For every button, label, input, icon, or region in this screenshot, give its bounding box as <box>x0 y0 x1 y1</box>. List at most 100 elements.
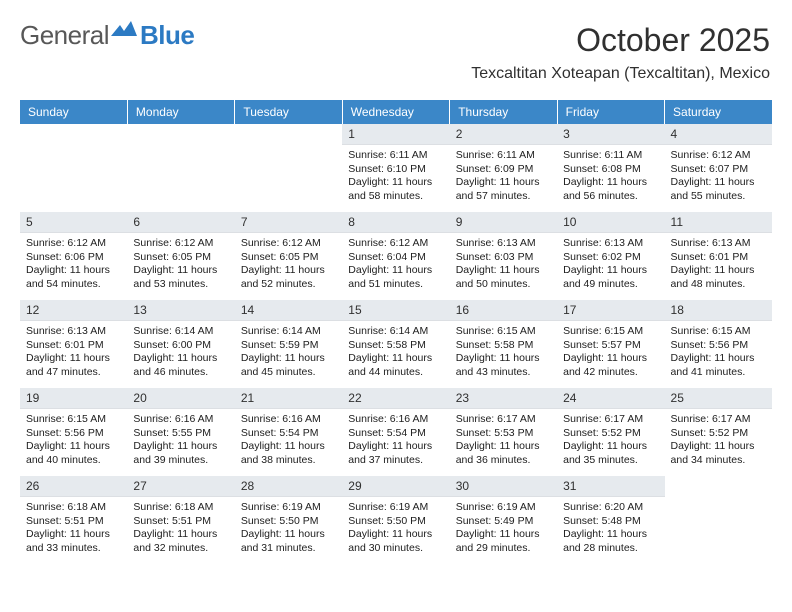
calendar-cell: 2Sunrise: 6:11 AMSunset: 6:09 PMDaylight… <box>450 124 557 212</box>
sunset-text: Sunset: 5:53 PM <box>456 427 552 441</box>
day-number: 2 <box>450 124 557 145</box>
daylight-text: Daylight: 11 hours and 29 minutes. <box>456 528 552 555</box>
day-detail: Sunrise: 6:18 AMSunset: 5:51 PMDaylight:… <box>127 497 234 560</box>
sunrise-text: Sunrise: 6:14 AM <box>348 325 444 339</box>
day-detail: Sunrise: 6:16 AMSunset: 5:54 PMDaylight:… <box>342 409 449 472</box>
day-number: 17 <box>557 300 664 321</box>
sunrise-text: Sunrise: 6:12 AM <box>241 237 337 251</box>
sunset-text: Sunset: 5:51 PM <box>133 515 229 529</box>
calendar-cell: 21Sunrise: 6:16 AMSunset: 5:54 PMDayligh… <box>235 388 342 476</box>
daylight-text: Daylight: 11 hours and 30 minutes. <box>348 528 444 555</box>
sunset-text: Sunset: 5:50 PM <box>348 515 444 529</box>
sunrise-text: Sunrise: 6:13 AM <box>671 237 767 251</box>
day-detail: Sunrise: 6:13 AMSunset: 6:03 PMDaylight:… <box>450 233 557 296</box>
day-number: 30 <box>450 476 557 497</box>
day-number: 25 <box>665 388 772 409</box>
day-detail: Sunrise: 6:17 AMSunset: 5:52 PMDaylight:… <box>665 409 772 472</box>
calendar-cell: 19Sunrise: 6:15 AMSunset: 5:56 PMDayligh… <box>20 388 127 476</box>
day-detail: Sunrise: 6:13 AMSunset: 6:01 PMDaylight:… <box>665 233 772 296</box>
location: Texcaltitan Xoteapan (Texcaltitan), Mexi… <box>471 65 770 83</box>
sunset-text: Sunset: 5:54 PM <box>348 427 444 441</box>
calendar-cell: 8Sunrise: 6:12 AMSunset: 6:04 PMDaylight… <box>342 212 449 300</box>
day-detail: Sunrise: 6:11 AMSunset: 6:10 PMDaylight:… <box>342 145 449 208</box>
daylight-text: Daylight: 11 hours and 33 minutes. <box>26 528 122 555</box>
calendar-body: 1Sunrise: 6:11 AMSunset: 6:10 PMDaylight… <box>20 124 772 564</box>
calendar-cell: 22Sunrise: 6:16 AMSunset: 5:54 PMDayligh… <box>342 388 449 476</box>
day-detail: Sunrise: 6:12 AMSunset: 6:05 PMDaylight:… <box>127 233 234 296</box>
day-detail: Sunrise: 6:14 AMSunset: 6:00 PMDaylight:… <box>127 321 234 384</box>
day-number: 19 <box>20 388 127 409</box>
daylight-text: Daylight: 11 hours and 43 minutes. <box>456 352 552 379</box>
calendar-table: SundayMondayTuesdayWednesdayThursdayFrid… <box>20 100 772 564</box>
day-number: 4 <box>665 124 772 145</box>
day-header: Tuesday <box>235 100 342 124</box>
calendar-cell: 6Sunrise: 6:12 AMSunset: 6:05 PMDaylight… <box>127 212 234 300</box>
calendar-cell: 31Sunrise: 6:20 AMSunset: 5:48 PMDayligh… <box>557 476 664 564</box>
day-detail: Sunrise: 6:17 AMSunset: 5:53 PMDaylight:… <box>450 409 557 472</box>
calendar-cell: 20Sunrise: 6:16 AMSunset: 5:55 PMDayligh… <box>127 388 234 476</box>
day-number: 5 <box>20 212 127 233</box>
sunrise-text: Sunrise: 6:18 AM <box>26 501 122 515</box>
calendar-cell: 12Sunrise: 6:13 AMSunset: 6:01 PMDayligh… <box>20 300 127 388</box>
calendar-cell: 30Sunrise: 6:19 AMSunset: 5:49 PMDayligh… <box>450 476 557 564</box>
month-title: October 2025 <box>471 22 770 59</box>
sunset-text: Sunset: 5:57 PM <box>563 339 659 353</box>
day-detail: Sunrise: 6:19 AMSunset: 5:50 PMDaylight:… <box>235 497 342 560</box>
calendar-page: General Blue October 2025 Texcaltitan Xo… <box>0 0 792 564</box>
day-detail: Sunrise: 6:14 AMSunset: 5:59 PMDaylight:… <box>235 321 342 384</box>
daylight-text: Daylight: 11 hours and 34 minutes. <box>671 440 767 467</box>
logo-text-general: General <box>20 20 109 51</box>
calendar-cell: 7Sunrise: 6:12 AMSunset: 6:05 PMDaylight… <box>235 212 342 300</box>
calendar-cell: 1Sunrise: 6:11 AMSunset: 6:10 PMDaylight… <box>342 124 449 212</box>
daylight-text: Daylight: 11 hours and 39 minutes. <box>133 440 229 467</box>
sunset-text: Sunset: 5:49 PM <box>456 515 552 529</box>
day-number: 18 <box>665 300 772 321</box>
day-detail: Sunrise: 6:15 AMSunset: 5:58 PMDaylight:… <box>450 321 557 384</box>
day-detail: Sunrise: 6:17 AMSunset: 5:52 PMDaylight:… <box>557 409 664 472</box>
daylight-text: Daylight: 11 hours and 42 minutes. <box>563 352 659 379</box>
calendar-cell: 5Sunrise: 6:12 AMSunset: 6:06 PMDaylight… <box>20 212 127 300</box>
sunrise-text: Sunrise: 6:12 AM <box>133 237 229 251</box>
sunset-text: Sunset: 5:55 PM <box>133 427 229 441</box>
sunset-text: Sunset: 5:58 PM <box>456 339 552 353</box>
calendar-cell <box>127 124 234 212</box>
sunrise-text: Sunrise: 6:12 AM <box>671 149 767 163</box>
day-number: 31 <box>557 476 664 497</box>
day-header: Friday <box>557 100 664 124</box>
daylight-text: Daylight: 11 hours and 44 minutes. <box>348 352 444 379</box>
day-number: 7 <box>235 212 342 233</box>
daylight-text: Daylight: 11 hours and 48 minutes. <box>671 264 767 291</box>
sunset-text: Sunset: 5:54 PM <box>241 427 337 441</box>
calendar-cell: 29Sunrise: 6:19 AMSunset: 5:50 PMDayligh… <box>342 476 449 564</box>
calendar-cell: 10Sunrise: 6:13 AMSunset: 6:02 PMDayligh… <box>557 212 664 300</box>
calendar-cell: 9Sunrise: 6:13 AMSunset: 6:03 PMDaylight… <box>450 212 557 300</box>
day-number: 21 <box>235 388 342 409</box>
day-header: Sunday <box>20 100 127 124</box>
daylight-text: Daylight: 11 hours and 54 minutes. <box>26 264 122 291</box>
sunset-text: Sunset: 6:05 PM <box>241 251 337 265</box>
sunset-text: Sunset: 5:59 PM <box>241 339 337 353</box>
sunset-text: Sunset: 6:05 PM <box>133 251 229 265</box>
sunrise-text: Sunrise: 6:15 AM <box>671 325 767 339</box>
daylight-text: Daylight: 11 hours and 49 minutes. <box>563 264 659 291</box>
day-number: 1 <box>342 124 449 145</box>
sunrise-text: Sunrise: 6:14 AM <box>133 325 229 339</box>
day-number: 3 <box>557 124 664 145</box>
calendar-week: 26Sunrise: 6:18 AMSunset: 5:51 PMDayligh… <box>20 476 772 564</box>
sunset-text: Sunset: 5:56 PM <box>671 339 767 353</box>
calendar-week: 12Sunrise: 6:13 AMSunset: 6:01 PMDayligh… <box>20 300 772 388</box>
day-detail: Sunrise: 6:14 AMSunset: 5:58 PMDaylight:… <box>342 321 449 384</box>
day-detail: Sunrise: 6:18 AMSunset: 5:51 PMDaylight:… <box>20 497 127 560</box>
day-detail: Sunrise: 6:13 AMSunset: 6:02 PMDaylight:… <box>557 233 664 296</box>
calendar-cell: 11Sunrise: 6:13 AMSunset: 6:01 PMDayligh… <box>665 212 772 300</box>
day-header: Monday <box>127 100 234 124</box>
day-number: 15 <box>342 300 449 321</box>
day-detail: Sunrise: 6:15 AMSunset: 5:56 PMDaylight:… <box>665 321 772 384</box>
calendar-cell: 18Sunrise: 6:15 AMSunset: 5:56 PMDayligh… <box>665 300 772 388</box>
sunrise-text: Sunrise: 6:16 AM <box>348 413 444 427</box>
day-number: 13 <box>127 300 234 321</box>
day-detail: Sunrise: 6:11 AMSunset: 6:08 PMDaylight:… <box>557 145 664 208</box>
sunset-text: Sunset: 6:06 PM <box>26 251 122 265</box>
daylight-text: Daylight: 11 hours and 40 minutes. <box>26 440 122 467</box>
daylight-text: Daylight: 11 hours and 50 minutes. <box>456 264 552 291</box>
